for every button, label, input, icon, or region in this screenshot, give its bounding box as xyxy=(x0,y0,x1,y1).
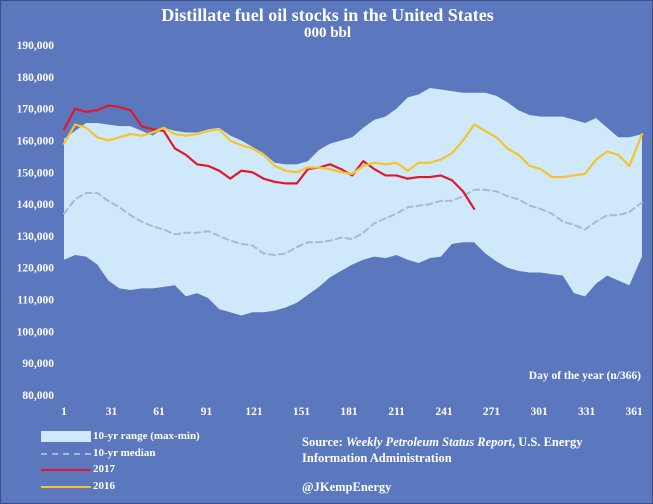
range-band xyxy=(64,87,642,316)
chart-subtitle: 000 bbl xyxy=(303,25,352,41)
x-tick-label: 91 xyxy=(201,406,213,418)
source-prefix: Source: xyxy=(302,435,346,449)
author-handle: @JKempEnergy xyxy=(302,480,392,494)
x-tick-label: 181 xyxy=(340,406,358,418)
x-tick-label: 211 xyxy=(388,406,405,418)
x-tick-label: 31 xyxy=(106,406,118,418)
x-tick-label: 151 xyxy=(293,406,311,418)
x-tick-label: 61 xyxy=(153,406,165,418)
x-tick-label: 271 xyxy=(483,406,501,418)
x-tick-label: 241 xyxy=(435,406,453,418)
series-line-2016 xyxy=(62,123,644,179)
x-tick-label: 1 xyxy=(61,406,67,418)
y-tick-label: 180,000 xyxy=(17,72,55,84)
legend-swatch-range xyxy=(41,431,91,442)
legend-swatch-2016 xyxy=(41,486,91,488)
x-tick-label: 361 xyxy=(625,406,643,418)
source-note: Source: Weekly Petroleum Status Report, … xyxy=(302,434,632,466)
y-tick-label: 170,000 xyxy=(17,104,55,116)
y-tick-label: 160,000 xyxy=(17,135,55,147)
x-axis-label: Day of the year (n/366) xyxy=(529,370,641,382)
legend-swatch-2017 xyxy=(41,469,91,471)
y-tick-label: 130,000 xyxy=(17,231,55,243)
y-tick-label: 120,000 xyxy=(17,263,55,275)
y-tick-label: 190,000 xyxy=(17,40,55,52)
legend-label-range: 10-yr range (max-min) xyxy=(93,430,200,442)
range-band-layer xyxy=(64,87,642,316)
legend-label-median: 10-yr median xyxy=(93,447,156,459)
y-axis: 80,000 90,000 100,000 110,000 120,000 130,000… xyxy=(17,40,55,402)
series-line-2017 xyxy=(62,104,476,210)
y-tick-label: 100,000 xyxy=(17,326,55,338)
chart-title: Distillate fuel oil stocks in the United… xyxy=(161,5,494,25)
y-tick-label: 110,000 xyxy=(17,295,54,307)
x-tick-label: 301 xyxy=(530,406,548,418)
y-tick-label: 80,000 xyxy=(22,390,54,402)
legend-label-2016: 2016 xyxy=(93,480,115,492)
series-layer xyxy=(62,104,644,256)
y-tick-label: 140,000 xyxy=(17,199,55,211)
y-tick-label: 150,000 xyxy=(17,167,55,179)
source-agency: , U.S. Energy Information Administration xyxy=(302,435,583,465)
x-tick-label: 121 xyxy=(245,406,263,418)
legend-swatch-median xyxy=(41,453,91,455)
x-axis: 1 31 61 91 121 151 181 211 241 271 301 331 361 xyxy=(61,406,643,418)
x-tick-label: 331 xyxy=(578,406,596,418)
series-line-10-yr-median xyxy=(63,188,643,256)
y-tick-label: 90,000 xyxy=(22,358,54,370)
legend-label-2017: 2017 xyxy=(93,463,115,475)
source-publication: Weekly Petroleum Status Report xyxy=(345,435,512,449)
